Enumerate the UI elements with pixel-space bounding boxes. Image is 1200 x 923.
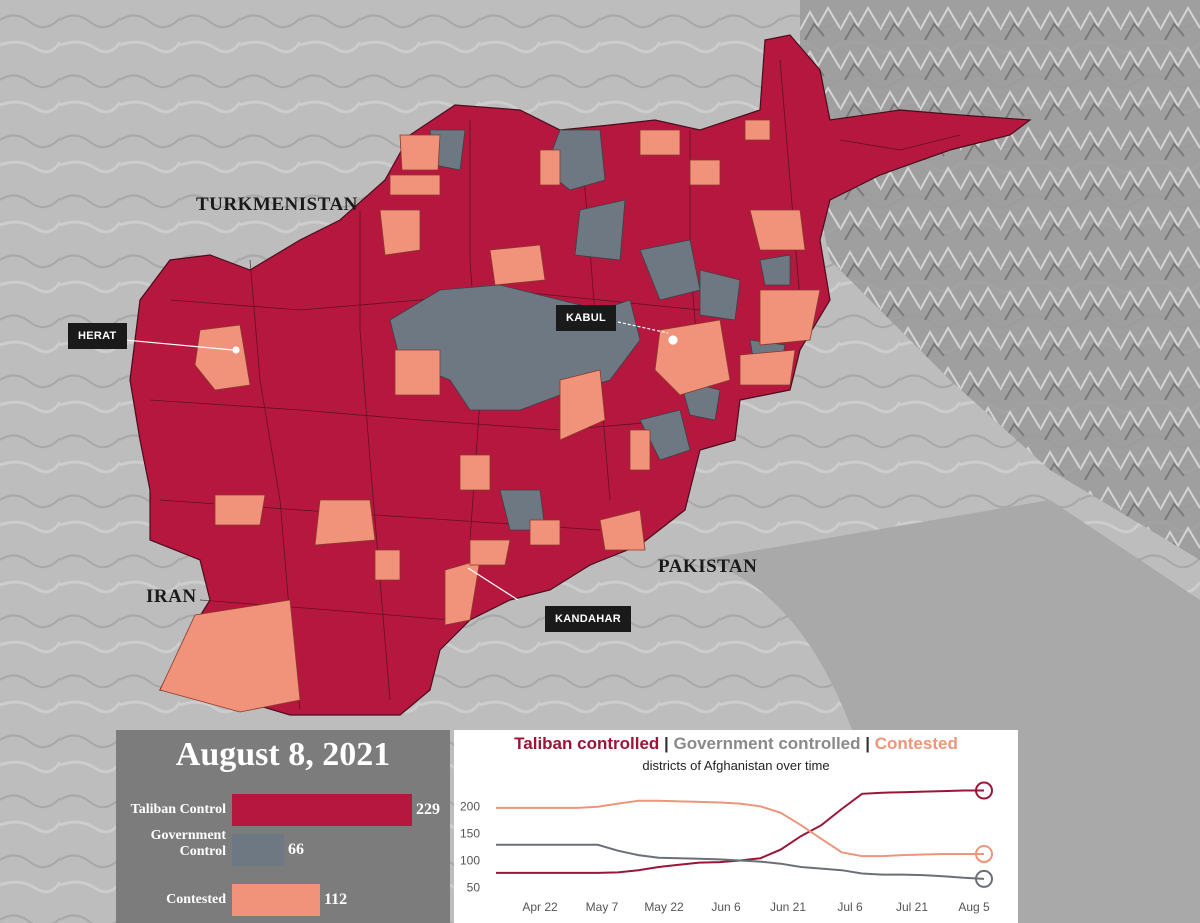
x-tick-label: Jul 6: [837, 900, 863, 914]
x-tick-label: Jul 21: [896, 900, 928, 914]
bar-label: Taliban Control: [130, 802, 226, 817]
title-separator-1: |: [659, 734, 674, 753]
bar-label: Government Control: [150, 828, 226, 859]
bar-row: Government Control 66: [116, 828, 450, 866]
x-tick-label: Jun 21: [770, 900, 806, 914]
y-tick-label: 150: [460, 826, 480, 840]
country-label-turkmenistan: TURKMENISTAN: [196, 194, 358, 215]
title-separator-2: |: [860, 734, 875, 753]
series-end-marker: [975, 781, 993, 800]
title-contested: Contested: [874, 734, 958, 753]
y-tick-label: 100: [460, 853, 480, 867]
y-tick-label: 200: [460, 799, 480, 813]
bar-row: Taliban Control 229: [116, 794, 450, 826]
contested-districts: [159, 119, 821, 713]
x-tick-label: May 7: [586, 900, 619, 914]
city-tag-herat: HERAT: [68, 323, 127, 349]
chart-subtitle: districts of Afghanistan over time: [642, 758, 830, 773]
country-label-pakistan: PAKISTAN: [658, 556, 757, 577]
city-markers: [124, 321, 678, 601]
bar-fill: [232, 834, 284, 866]
y-tick-label: 50: [467, 881, 481, 895]
city-tag-kandahar: KANDAHAR: [545, 606, 631, 632]
x-tick-label: May 22: [644, 900, 684, 914]
country-label-iran: IRAN: [146, 586, 197, 607]
city-tag-kabul: KABUL: [556, 305, 616, 331]
bar-value: 229: [416, 801, 440, 818]
bar-value: 112: [324, 891, 348, 908]
line-chart: 50 100 150 200 Apr 22 May 7 May 22 Jun 6 Jun 21 J…: [460, 781, 993, 914]
title-government: Government controlled: [673, 734, 861, 753]
bar-fill: [232, 794, 412, 826]
bar-row: Contested 112: [116, 884, 450, 916]
x-tick-label: Apr 22: [522, 900, 558, 914]
line-chart-panel: Taliban controlled | Government controll…: [454, 730, 1018, 923]
x-tick-label: Jun 6: [711, 900, 741, 914]
plains-region: [700, 500, 1200, 923]
bar-label: Contested: [166, 892, 226, 907]
series-end-marker: [975, 844, 993, 863]
series-line: [496, 799, 984, 858]
chart-title: Taliban controlled | Government controll…: [454, 734, 1018, 754]
series-line: [496, 843, 985, 880]
title-taliban: Taliban controlled: [514, 734, 660, 753]
date-heading: August 8, 2021: [175, 736, 391, 773]
bar-value: 66: [288, 841, 304, 858]
series-end-marker: [975, 869, 993, 888]
bar-fill: [232, 884, 320, 916]
district-control-bar-panel: August 8, 2021 Taliban Control 229 Governm…: [116, 730, 450, 923]
x-tick-label: Aug 5: [958, 900, 990, 914]
